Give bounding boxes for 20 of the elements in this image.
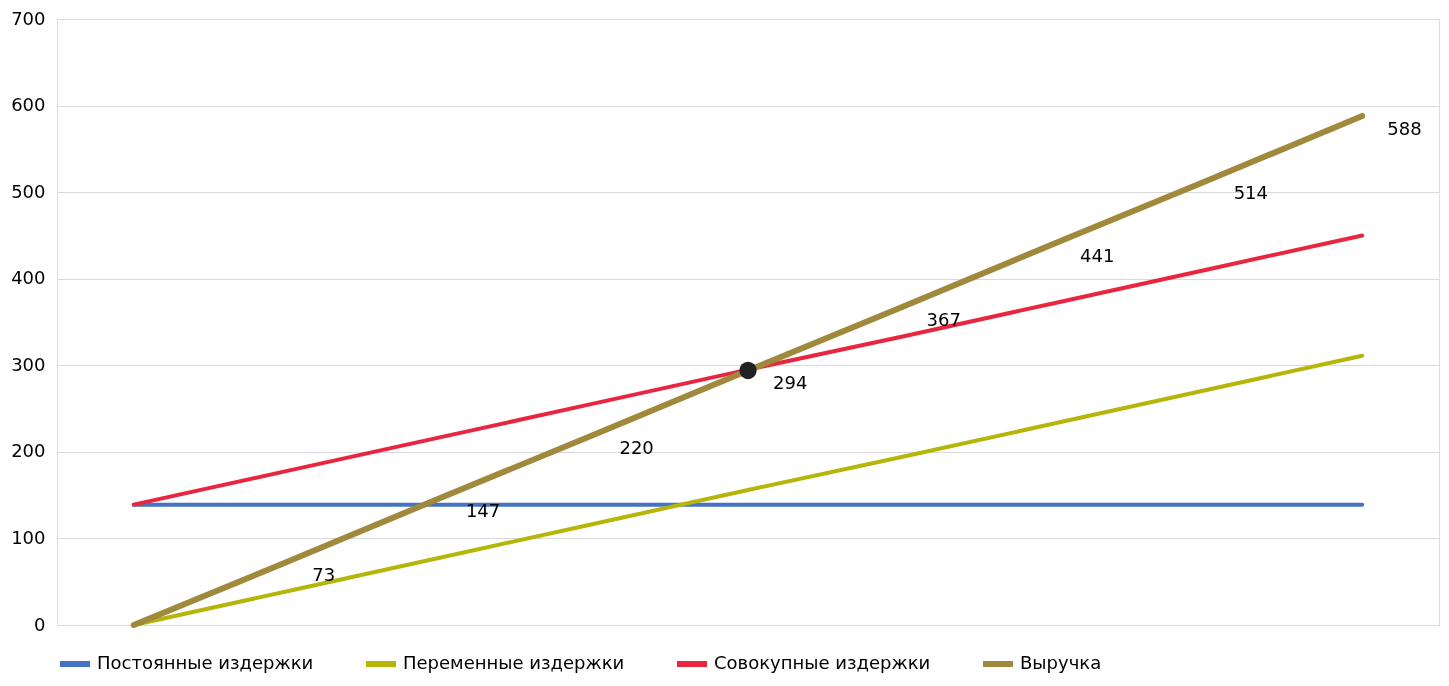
y-tick-label: 200 [11, 440, 46, 462]
y-tick-label: 700 [11, 7, 46, 29]
legend-label: Постоянные издержки [97, 652, 314, 673]
y-tick-label: 0 [34, 613, 46, 635]
y-tick-label: 100 [11, 526, 46, 548]
data-label: 294 [773, 372, 808, 394]
data-label: 441 [1080, 245, 1115, 267]
data-label: 588 [1387, 117, 1422, 139]
data-label: 514 [1233, 182, 1269, 204]
y-tick-label: 300 [11, 353, 46, 375]
legend-label: Выручка [1020, 652, 1102, 673]
y-tick-label: 400 [11, 267, 46, 289]
y-tick-label: 500 [11, 180, 46, 202]
y-tick-label: 600 [11, 94, 46, 116]
data-label: 73 [312, 563, 336, 585]
legend-label: Переменные издержки [403, 652, 625, 673]
legend-label: Совокупные издержки [714, 652, 931, 673]
data-label: 220 [619, 436, 654, 458]
data-label: 367 [926, 309, 961, 331]
data-label: 147 [465, 499, 501, 521]
